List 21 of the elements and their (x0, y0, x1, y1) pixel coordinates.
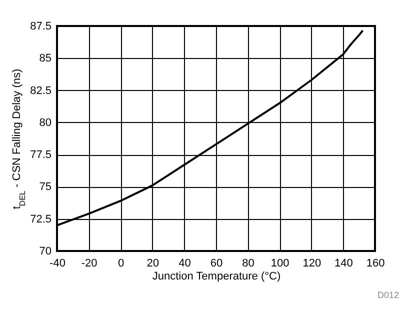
text: D012 (377, 290, 399, 300)
y-tick-label: 82.5 (30, 84, 52, 97)
x-tick-label: 160 (366, 258, 385, 270)
x-axis-title: Junction Temperature (°C) (152, 270, 281, 282)
y-tick-label: 72.5 (30, 213, 52, 226)
y-tick-label: 70 (39, 246, 52, 258)
x-tick-label: 120 (302, 258, 322, 270)
x-tick-label: 0 (118, 258, 124, 270)
y-tick-label: 75 (39, 181, 52, 194)
x-tick-label: 40 (178, 258, 191, 270)
x-tick-label: 60 (210, 258, 223, 270)
x-tick-label: -40 (50, 258, 66, 270)
x-tick-label: 140 (334, 258, 353, 270)
x-tick-label: -20 (81, 258, 98, 270)
x-tick-label: 80 (242, 258, 254, 270)
y-tick-label: 85 (39, 52, 52, 65)
y-tick-label: 77.5 (30, 149, 52, 162)
x-tick-label: 20 (146, 258, 160, 270)
x-tick-label: 100 (270, 258, 290, 270)
y-tick-label: 87.5 (30, 20, 52, 32)
y-tick-label: 80 (39, 116, 52, 129)
